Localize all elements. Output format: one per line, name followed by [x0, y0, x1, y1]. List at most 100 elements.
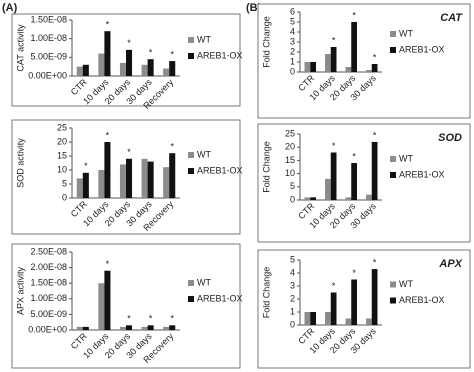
bar — [126, 325, 133, 330]
significance-mark: * — [106, 20, 110, 30]
y-axis-label: Fold Change — [261, 267, 271, 319]
bar — [76, 66, 83, 76]
panel-label: (A) — [2, 2, 18, 14]
legend-swatch — [188, 280, 194, 286]
bar — [351, 22, 357, 72]
y-tick-label: 5 — [290, 16, 295, 26]
legend-swatch — [188, 296, 194, 302]
bar — [330, 47, 337, 72]
y-tick-label: 15 — [57, 150, 67, 160]
bar — [325, 178, 331, 200]
legend-label: WT — [197, 277, 211, 287]
bar — [76, 178, 83, 198]
significance-mark: * — [332, 35, 336, 45]
legend-label: WT — [399, 28, 413, 38]
y-axis-label: SOD activity — [15, 138, 25, 188]
bar — [366, 70, 372, 72]
significance-mark: * — [352, 268, 356, 278]
bar — [141, 64, 148, 76]
significance-mark: * — [127, 314, 131, 324]
significance-mark: * — [149, 314, 153, 324]
bar — [141, 326, 148, 330]
y-tick-label: 0 — [290, 66, 295, 76]
legend-label: AREB1-OX — [399, 44, 445, 54]
significance-mark: * — [352, 10, 356, 20]
legend-swatch — [390, 31, 396, 37]
y-tick-label: 2 — [290, 293, 295, 303]
y-tick-label: 3 — [290, 280, 295, 290]
chart-title: SOD — [438, 132, 462, 144]
y-tick-label: 1.50E-08 — [30, 278, 67, 288]
bar — [310, 62, 316, 72]
y-tick-label: 10 — [285, 168, 295, 178]
chart-box — [11, 243, 241, 369]
bar — [304, 312, 311, 325]
bar — [345, 67, 352, 72]
y-tick-label: 20 — [57, 136, 67, 146]
y-tick-label: 4 — [290, 26, 295, 36]
y-tick-label: 5.00E-09 — [30, 309, 67, 319]
y-tick-label: 1.00E-08 — [30, 293, 67, 303]
y-tick-label: 5 — [62, 178, 67, 188]
y-tick-label: 4 — [290, 267, 295, 277]
bar — [147, 161, 154, 198]
legend-swatch — [390, 156, 396, 162]
significance-mark: * — [149, 48, 153, 58]
bar — [119, 62, 126, 76]
significance-mark: * — [352, 151, 356, 161]
bar — [126, 49, 133, 76]
y-axis-label: CAT activity — [15, 24, 25, 72]
y-tick-label: 10 — [57, 164, 67, 174]
legend-label: AREB1-OX — [197, 293, 243, 303]
bar — [371, 64, 378, 72]
y-axis-label: Fold Change — [261, 141, 271, 193]
bar — [345, 318, 352, 325]
significance-mark: * — [170, 314, 174, 324]
bar — [98, 53, 105, 76]
y-tick-label: 0 — [290, 319, 295, 329]
y-tick-label: 15 — [285, 155, 295, 165]
legend-swatch — [390, 297, 396, 304]
y-tick-label: 2 — [290, 46, 295, 56]
y-tick-label: 0.00E+00 — [28, 324, 67, 334]
legend-label: AREB1-OX — [197, 50, 243, 60]
bar — [351, 163, 357, 200]
bar — [169, 61, 176, 76]
bar — [163, 167, 170, 198]
bar — [310, 312, 316, 325]
bar — [126, 158, 133, 198]
significance-mark: * — [106, 259, 110, 269]
significance-mark: * — [84, 161, 88, 171]
legend-label: WT — [399, 153, 413, 163]
bar — [371, 269, 378, 325]
bar — [169, 325, 176, 330]
significance-mark: * — [373, 257, 377, 267]
y-tick-label: 20 — [285, 142, 295, 152]
bar — [371, 141, 378, 200]
significance-mark: * — [332, 141, 336, 151]
legend-label: WT — [197, 34, 211, 44]
significance-mark: * — [170, 49, 174, 59]
chart-box — [257, 3, 471, 119]
chart-box — [257, 249, 471, 369]
bar — [163, 326, 170, 330]
bar — [147, 59, 154, 76]
bar — [366, 318, 372, 325]
y-tick-label: 0 — [62, 192, 67, 202]
y-tick-label: 6 — [290, 6, 295, 16]
bar — [82, 172, 89, 198]
bar — [351, 279, 357, 325]
legend-label: AREB1-OX — [399, 295, 445, 305]
bar — [119, 326, 126, 330]
bar — [119, 164, 126, 198]
bar — [104, 31, 111, 76]
significance-mark: * — [332, 281, 336, 291]
y-tick-label: 2.00E-08 — [30, 262, 67, 272]
bar — [163, 68, 170, 76]
y-tick-label: 1 — [290, 306, 295, 316]
bar — [310, 197, 316, 200]
y-tick-label: 1 — [290, 56, 295, 66]
bar — [366, 194, 372, 200]
bar — [169, 153, 176, 198]
